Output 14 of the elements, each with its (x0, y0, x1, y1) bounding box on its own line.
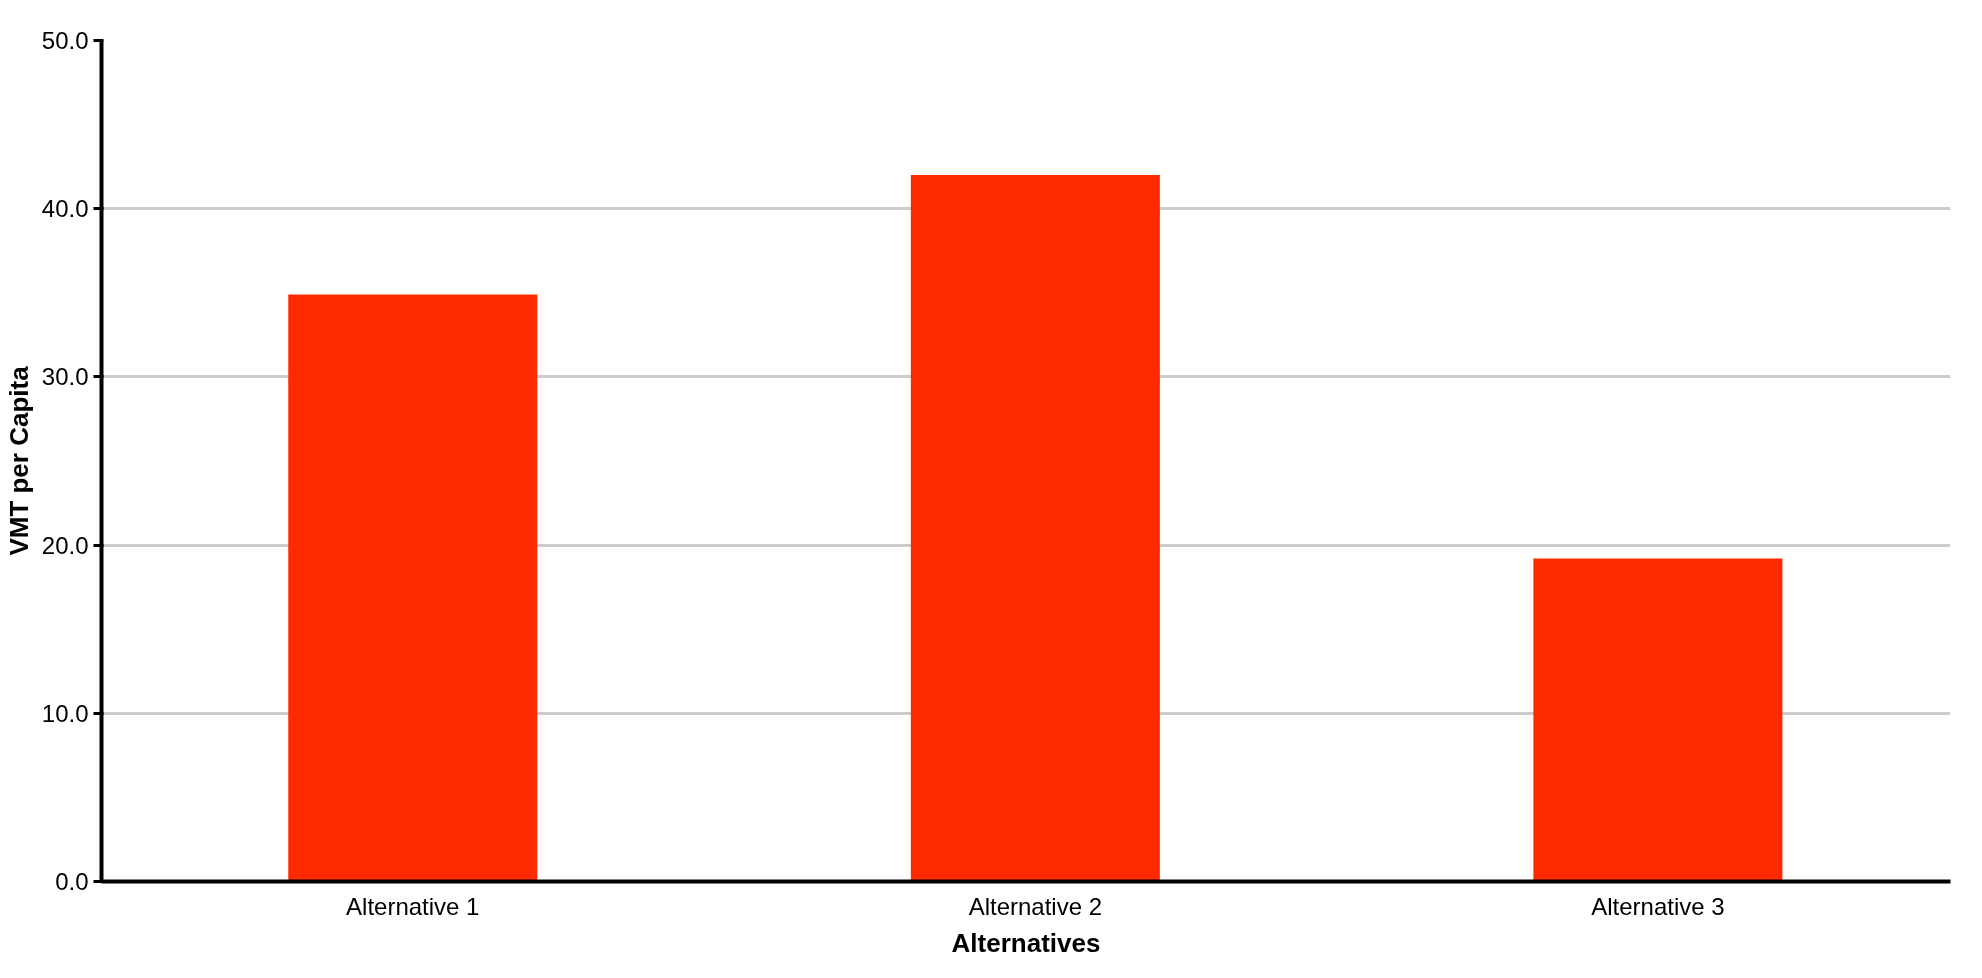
x-axis-title: Alternatives (951, 927, 1101, 958)
y-tick-label: 50.0 (41, 27, 89, 54)
x-tick-label: Alternative 2 (968, 892, 1103, 920)
y-tick-label: 20.0 (41, 531, 89, 559)
y-tick-label: 40.0 (41, 195, 89, 223)
bar (288, 294, 538, 882)
x-tick-label: Alternative 3 (1591, 892, 1725, 920)
y-tick-label: 30.0 (41, 363, 89, 391)
y-tick-label: 10.0 (41, 699, 89, 727)
bar (1533, 558, 1783, 882)
y-axis-title: VMT per Capita (3, 365, 34, 556)
y-tick-label: 0.0 (55, 868, 89, 895)
bar (910, 175, 1160, 882)
x-tick-label: Alternative 1 (346, 892, 480, 920)
